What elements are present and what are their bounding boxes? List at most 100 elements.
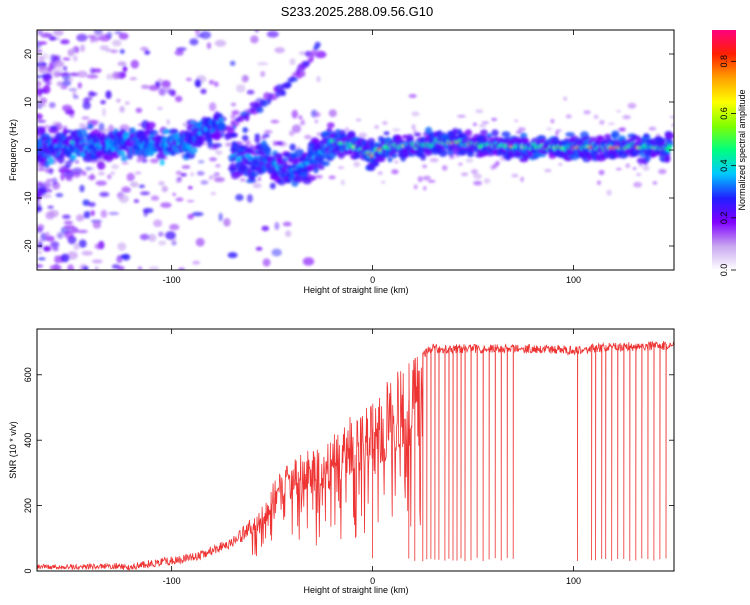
spectral-blob (235, 84, 246, 93)
spectral-blob (377, 171, 383, 175)
spectral-blob (242, 127, 248, 133)
spectral-blob (465, 158, 474, 163)
spectral-blob (91, 259, 103, 264)
spectral-blob (408, 94, 417, 98)
spectral-blob (157, 78, 163, 84)
spectral-blob (98, 122, 105, 131)
spectral-blob (302, 257, 315, 266)
spectral-blob (37, 181, 43, 186)
spectral-blob (141, 84, 150, 89)
x-tick-label: -100 (163, 576, 181, 586)
spectral-blob (310, 49, 318, 56)
spectral-blob (125, 101, 130, 105)
spectral-blob (150, 195, 160, 201)
spectral-blob (458, 162, 463, 166)
spectral-blob (185, 77, 192, 82)
spectral-blob (87, 175, 96, 180)
spectral-blob (394, 160, 399, 164)
spectral-blob (563, 96, 568, 101)
spectral-blob (423, 186, 427, 191)
spectral-blob (275, 141, 284, 146)
spectral-blob (58, 166, 65, 169)
snr-y-label: SNR (10 * v/v) (8, 421, 18, 479)
spectral-blob (120, 155, 128, 162)
spectral-blob (94, 243, 103, 250)
y-tick-label: 20 (23, 49, 33, 59)
spectral-blob (107, 174, 112, 180)
spectral-blob (73, 55, 78, 62)
spectral-blob (73, 243, 80, 251)
spectral-blob (62, 80, 72, 86)
spectral-blob (288, 130, 295, 136)
spectral-blob (190, 172, 195, 177)
spectral-blob (110, 49, 118, 54)
spectral-blob (242, 75, 249, 82)
spectral-blob (479, 124, 487, 128)
spectral-blob (214, 39, 227, 47)
spectral-blob (425, 149, 433, 157)
spectral-blob (211, 174, 217, 178)
spectral-blob (327, 125, 331, 128)
spectral-blob (92, 220, 102, 229)
colorbar-gradient (712, 30, 736, 270)
spectral-blob (491, 129, 499, 137)
spectral-blob (315, 111, 321, 118)
spectral-blob (301, 119, 305, 123)
spectral-blob (137, 266, 143, 270)
spectral-blob (188, 186, 193, 190)
spectral-blob (83, 211, 88, 219)
snr-y-ticks: 0 200 400 600 (23, 367, 674, 574)
spectral-blob (316, 132, 321, 137)
spectral-blob (64, 226, 72, 231)
spectral-blob (229, 60, 236, 66)
y-tick-label: 600 (23, 367, 33, 382)
spectral-blob (70, 227, 79, 234)
spectral-blob (146, 121, 156, 129)
spectral-blob (214, 81, 219, 87)
spectral-blob (76, 128, 88, 139)
spectral-blob (346, 130, 356, 139)
spectral-blob (473, 173, 482, 180)
spectral-blob (272, 140, 277, 146)
spectral-blob (299, 121, 306, 126)
spectral-blob (130, 181, 139, 188)
spectral-blob (240, 145, 249, 150)
spectral-blob (314, 41, 321, 48)
spectral-blob (70, 154, 77, 160)
spectral-blob (37, 119, 47, 123)
spectral-blob (94, 30, 104, 37)
spectral-blob (174, 50, 184, 56)
spectral-blob (252, 183, 262, 189)
spectral-blob (230, 102, 237, 107)
spectral-blob (289, 143, 296, 151)
spectral-blob (78, 123, 86, 129)
spectral-blob (52, 177, 58, 186)
spectral-blob (49, 54, 57, 63)
spectral-blob (82, 97, 90, 104)
spectral-blob (597, 180, 601, 185)
spectral-blob (227, 127, 235, 134)
y-tick-label: -10 (23, 191, 33, 204)
spectral-blob (382, 121, 388, 125)
spectral-blob (180, 173, 187, 177)
spectral-blob (240, 160, 246, 167)
spectral-blob (161, 80, 171, 88)
spectral-blob (133, 199, 139, 203)
spectral-blob (271, 248, 282, 257)
spectral-blob (144, 50, 151, 55)
spectral-blob (411, 124, 416, 130)
spectral-blob (192, 260, 201, 265)
spectral-blob (65, 160, 72, 168)
spectral-blob (117, 242, 127, 251)
spectral-blob (642, 165, 650, 171)
spectral-blob (483, 178, 491, 184)
spectral-blob (93, 68, 102, 73)
spectral-blob (240, 178, 246, 182)
spectral-blob (266, 30, 279, 38)
spectral-blob (255, 246, 263, 251)
spectral-blob (224, 132, 231, 141)
y-tick-label: -20 (23, 239, 33, 252)
